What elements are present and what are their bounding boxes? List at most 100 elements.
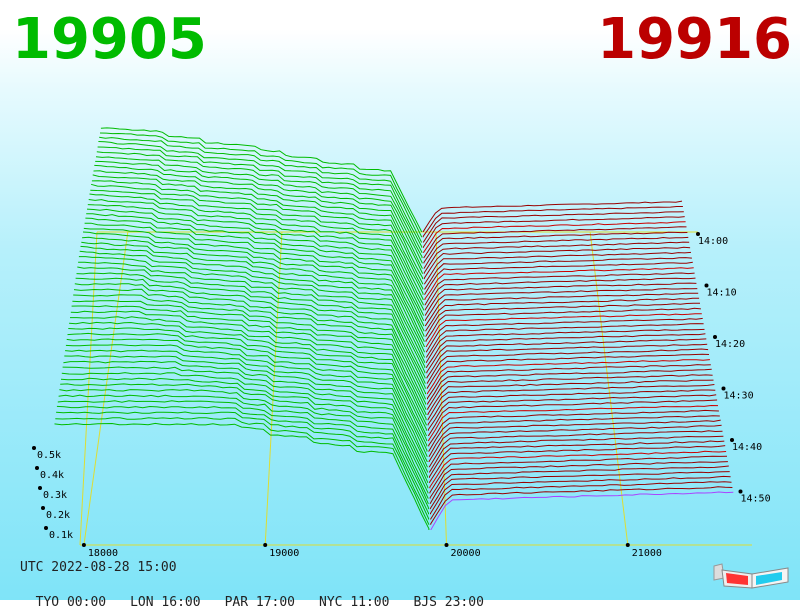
- bid-depth-line: [76, 272, 426, 389]
- time-tick-dot: [713, 335, 717, 339]
- ask-depth-line: [430, 481, 732, 520]
- x-tick-dot: [263, 543, 268, 547]
- x-tick-label: 20000: [450, 548, 480, 559]
- bid-depth-line: [56, 405, 429, 515]
- ask-depth-line: [423, 231, 688, 264]
- anaglyph-3d-glasses-icon[interactable]: [712, 560, 792, 592]
- bid-depth-line: [74, 283, 427, 400]
- bid-depth-line: [88, 199, 424, 311]
- clock-lon: LON 16:00: [130, 595, 201, 610]
- time-tick-label: 14:00: [698, 236, 728, 247]
- ask-depth-line: [428, 435, 724, 473]
- bid-depth-line: [99, 136, 423, 243]
- bid-depth-line: [86, 208, 425, 321]
- ask-depth-line: [424, 272, 695, 306]
- bid-depth-line: [90, 183, 424, 295]
- bid-depth-line: [60, 377, 429, 489]
- bid-depth-line: [95, 156, 423, 264]
- clock-par: PAR 17:00: [224, 595, 296, 610]
- bid-depth-line: [77, 266, 426, 384]
- ask-depth-line: [423, 221, 686, 253]
- utc-time: UTC 2022-08-28 15:00: [20, 560, 177, 575]
- z-tick-label: 0.3k: [43, 490, 67, 501]
- bid-depth-line: [78, 256, 426, 374]
- bid-depth-lines: [54, 127, 430, 530]
- x-tick-dot: [81, 543, 86, 547]
- z-tick-label: 0.4k: [40, 470, 64, 481]
- bid-depth-line: [59, 389, 429, 499]
- ask-depth-line: [426, 343, 708, 379]
- ask-depth-line: [422, 211, 684, 243]
- ask-depth-line: [426, 328, 705, 363]
- ask-depth-line: [424, 261, 693, 295]
- ask-depth-line: [425, 297, 700, 332]
- z-tick-label: 0.5k: [37, 450, 61, 461]
- z-tick-label: 0.2k: [46, 510, 70, 521]
- clock-nyc: NYC 11:00: [319, 595, 390, 610]
- bid-depth-line: [85, 217, 425, 332]
- frame-gridline-1: [264, 231, 283, 546]
- ask-depth-line: [427, 399, 718, 437]
- bid-depth-line: [94, 164, 423, 274]
- timezone-clocks: TYO 00:00 LON 16:00 PAR 17:00 NYC 11:00 BJS …: [20, 580, 508, 610]
- ask-price: 19916: [597, 7, 792, 72]
- ask-depth-line: [428, 404, 719, 442]
- ask-depth-line: [424, 288, 698, 321]
- bid-depth-line: [96, 151, 423, 259]
- ask-depth-line: [426, 348, 709, 384]
- z-tick-dot: [38, 486, 42, 490]
- bid-depth-line: [81, 241, 425, 358]
- bid-depth-line: [54, 422, 430, 530]
- bid-depth-line: [68, 327, 428, 442]
- z-tick-dot: [41, 506, 45, 510]
- ask-depth-line: [430, 491, 734, 530]
- time-tick-label: 14:40: [732, 442, 762, 453]
- time-tick-dot: [721, 386, 726, 391]
- bid-depth-line: [73, 294, 427, 410]
- time-tick-dot: [696, 232, 700, 236]
- x-tick-label: 21000: [632, 548, 662, 559]
- ask-depth-line: [429, 461, 728, 499]
- ask-depth-line: [423, 216, 685, 248]
- bid-depth-line: [75, 277, 426, 395]
- ask-depth-line: [424, 282, 697, 316]
- bid-depth-line: [57, 400, 429, 510]
- time-tick-label: 14:50: [741, 494, 771, 505]
- ask-depth-line: [427, 364, 711, 400]
- bid-depth-line: [70, 310, 427, 426]
- bid-depth-line: [97, 146, 423, 253]
- time-tick-dot: [704, 283, 709, 288]
- ask-depth-line: [427, 394, 717, 431]
- ask-depth-line: [423, 251, 692, 285]
- bid-depth-line: [93, 170, 424, 280]
- bid-depth-line: [55, 417, 430, 525]
- bid-depth-line: [60, 383, 429, 494]
- bid-depth-line: [99, 132, 422, 238]
- z-tick-dot: [35, 466, 39, 470]
- ask-depth-line: [428, 409, 719, 447]
- ask-depth-lines: [422, 200, 734, 530]
- ask-depth-line: [427, 368, 712, 405]
- clock-tyo: TYO 00:00: [35, 595, 107, 610]
- ask-depth-line: [427, 374, 713, 410]
- ask-depth-line: [424, 277, 696, 311]
- bid-depth-line: [90, 189, 424, 300]
- frame-gridline-3: [589, 231, 629, 546]
- chart-axes: 18000 19000 20000 21000 0.5k 0.4k 0.3k 0.2k 0.1k…: [32, 232, 771, 559]
- ask-depth-line: [425, 292, 699, 327]
- z-tick-label: 0.1k: [49, 530, 73, 541]
- bid-depth-line: [70, 316, 427, 431]
- bid-depth-line: [82, 231, 425, 347]
- bid-depth-line: [73, 288, 427, 405]
- ask-depth-line: [429, 465, 729, 504]
- ask-depth-line: [428, 424, 722, 462]
- bid-depth-line: [86, 213, 425, 327]
- time-tick-dot: [730, 438, 734, 442]
- ask-depth-line: [422, 200, 683, 233]
- ask-depth-line: [423, 236, 689, 269]
- ask-depth-line: [429, 450, 727, 489]
- ask-depth-line: [427, 384, 715, 421]
- bid-depth-line: [78, 261, 426, 379]
- bid-depth-line: [61, 372, 429, 483]
